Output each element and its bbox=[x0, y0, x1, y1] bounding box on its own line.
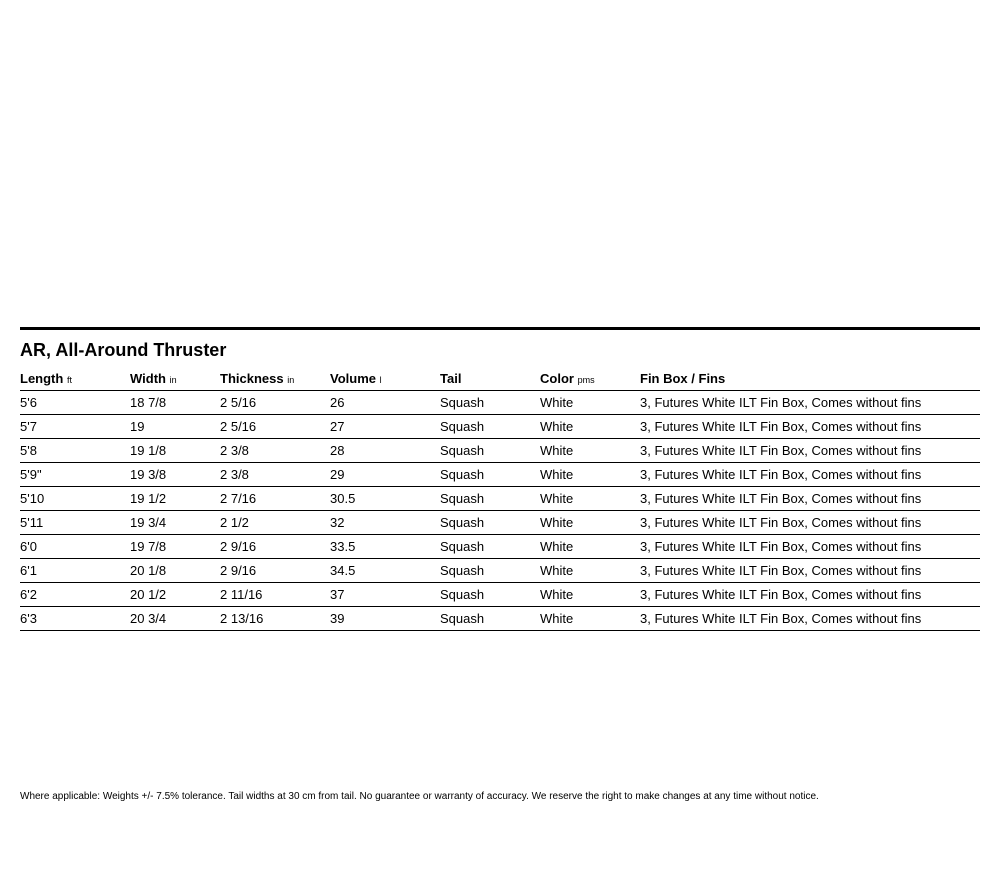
table-header-row: Length ft Width in Thickness in Volume l… bbox=[20, 367, 980, 391]
cell-width: 20 1/8 bbox=[130, 559, 220, 583]
cell-thickness: 2 3/8 bbox=[220, 463, 330, 487]
table-row: 5'7192 5/1627SquashWhite3, Futures White… bbox=[20, 415, 980, 439]
cell-tail: Squash bbox=[440, 487, 540, 511]
cell-width: 19 3/4 bbox=[130, 511, 220, 535]
cell-finbox: 3, Futures White ILT Fin Box, Comes with… bbox=[640, 415, 980, 439]
spec-table-section: AR, All-Around Thruster Length ft Width … bbox=[20, 327, 980, 631]
table-row: 5'1019 1/22 7/1630.5SquashWhite3, Future… bbox=[20, 487, 980, 511]
cell-tail: Squash bbox=[440, 391, 540, 415]
cell-length: 5'7 bbox=[20, 415, 130, 439]
cell-tail: Squash bbox=[440, 463, 540, 487]
cell-finbox: 3, Futures White ILT Fin Box, Comes with… bbox=[640, 583, 980, 607]
cell-tail: Squash bbox=[440, 559, 540, 583]
cell-color: White bbox=[540, 463, 640, 487]
cell-color: White bbox=[540, 607, 640, 631]
table-row: 5'9"19 3/82 3/829SquashWhite3, Futures W… bbox=[20, 463, 980, 487]
cell-length: 5'10 bbox=[20, 487, 130, 511]
table-row: 6'120 1/82 9/1634.5SquashWhite3, Futures… bbox=[20, 559, 980, 583]
cell-color: White bbox=[540, 487, 640, 511]
cell-finbox: 3, Futures White ILT Fin Box, Comes with… bbox=[640, 463, 980, 487]
table-row: 5'819 1/82 3/828SquashWhite3, Futures Wh… bbox=[20, 439, 980, 463]
cell-volume: 26 bbox=[330, 391, 440, 415]
cell-thickness: 2 13/16 bbox=[220, 607, 330, 631]
cell-color: White bbox=[540, 559, 640, 583]
cell-thickness: 2 5/16 bbox=[220, 415, 330, 439]
cell-finbox: 3, Futures White ILT Fin Box, Comes with… bbox=[640, 391, 980, 415]
col-header-width: Width in bbox=[130, 367, 220, 391]
cell-length: 5'6 bbox=[20, 391, 130, 415]
cell-finbox: 3, Futures White ILT Fin Box, Comes with… bbox=[640, 535, 980, 559]
table-body: 5'618 7/82 5/1626SquashWhite3, Futures W… bbox=[20, 391, 980, 631]
cell-color: White bbox=[540, 415, 640, 439]
cell-color: White bbox=[540, 391, 640, 415]
cell-finbox: 3, Futures White ILT Fin Box, Comes with… bbox=[640, 439, 980, 463]
cell-length: 5'11 bbox=[20, 511, 130, 535]
cell-tail: Squash bbox=[440, 439, 540, 463]
cell-width: 19 7/8 bbox=[130, 535, 220, 559]
cell-volume: 27 bbox=[330, 415, 440, 439]
cell-tail: Squash bbox=[440, 607, 540, 631]
cell-width: 19 3/8 bbox=[130, 463, 220, 487]
cell-volume: 29 bbox=[330, 463, 440, 487]
table-row: 5'1119 3/42 1/232SquashWhite3, Futures W… bbox=[20, 511, 980, 535]
table-row: 5'618 7/82 5/1626SquashWhite3, Futures W… bbox=[20, 391, 980, 415]
cell-finbox: 3, Futures White ILT Fin Box, Comes with… bbox=[640, 487, 980, 511]
col-header-length: Length ft bbox=[20, 367, 130, 391]
cell-width: 20 1/2 bbox=[130, 583, 220, 607]
cell-length: 5'9" bbox=[20, 463, 130, 487]
cell-length: 6'0 bbox=[20, 535, 130, 559]
cell-volume: 39 bbox=[330, 607, 440, 631]
cell-tail: Squash bbox=[440, 511, 540, 535]
cell-finbox: 3, Futures White ILT Fin Box, Comes with… bbox=[640, 607, 980, 631]
cell-width: 20 3/4 bbox=[130, 607, 220, 631]
cell-length: 6'1 bbox=[20, 559, 130, 583]
cell-thickness: 2 9/16 bbox=[220, 559, 330, 583]
cell-thickness: 2 3/8 bbox=[220, 439, 330, 463]
cell-width: 19 1/2 bbox=[130, 487, 220, 511]
col-header-volume: Volume l bbox=[330, 367, 440, 391]
table-row: 6'320 3/42 13/1639SquashWhite3, Futures … bbox=[20, 607, 980, 631]
cell-volume: 28 bbox=[330, 439, 440, 463]
cell-length: 5'8 bbox=[20, 439, 130, 463]
table-row: 6'220 1/22 11/1637SquashWhite3, Futures … bbox=[20, 583, 980, 607]
cell-tail: Squash bbox=[440, 583, 540, 607]
cell-width: 19 bbox=[130, 415, 220, 439]
cell-color: White bbox=[540, 583, 640, 607]
cell-thickness: 2 9/16 bbox=[220, 535, 330, 559]
top-rule bbox=[20, 327, 980, 330]
cell-width: 18 7/8 bbox=[130, 391, 220, 415]
col-header-finbox: Fin Box / Fins bbox=[640, 367, 980, 391]
col-header-thickness: Thickness in bbox=[220, 367, 330, 391]
table-row: 6'019 7/82 9/1633.5SquashWhite3, Futures… bbox=[20, 535, 980, 559]
cell-length: 6'3 bbox=[20, 607, 130, 631]
cell-volume: 32 bbox=[330, 511, 440, 535]
section-title: AR, All-Around Thruster bbox=[20, 340, 980, 361]
cell-volume: 34.5 bbox=[330, 559, 440, 583]
cell-color: White bbox=[540, 511, 640, 535]
cell-thickness: 2 11/16 bbox=[220, 583, 330, 607]
cell-color: White bbox=[540, 439, 640, 463]
cell-tail: Squash bbox=[440, 415, 540, 439]
cell-length: 6'2 bbox=[20, 583, 130, 607]
col-header-color: Color pms bbox=[540, 367, 640, 391]
cell-finbox: 3, Futures White ILT Fin Box, Comes with… bbox=[640, 511, 980, 535]
cell-tail: Squash bbox=[440, 535, 540, 559]
cell-volume: 30.5 bbox=[330, 487, 440, 511]
cell-color: White bbox=[540, 535, 640, 559]
cell-volume: 33.5 bbox=[330, 535, 440, 559]
col-header-tail: Tail bbox=[440, 367, 540, 391]
cell-thickness: 2 1/2 bbox=[220, 511, 330, 535]
spec-table: Length ft Width in Thickness in Volume l… bbox=[20, 367, 980, 631]
cell-thickness: 2 5/16 bbox=[220, 391, 330, 415]
cell-thickness: 2 7/16 bbox=[220, 487, 330, 511]
cell-finbox: 3, Futures White ILT Fin Box, Comes with… bbox=[640, 559, 980, 583]
cell-volume: 37 bbox=[330, 583, 440, 607]
cell-width: 19 1/8 bbox=[130, 439, 220, 463]
footer-note: Where applicable: Weights +/- 7.5% toler… bbox=[20, 791, 980, 802]
